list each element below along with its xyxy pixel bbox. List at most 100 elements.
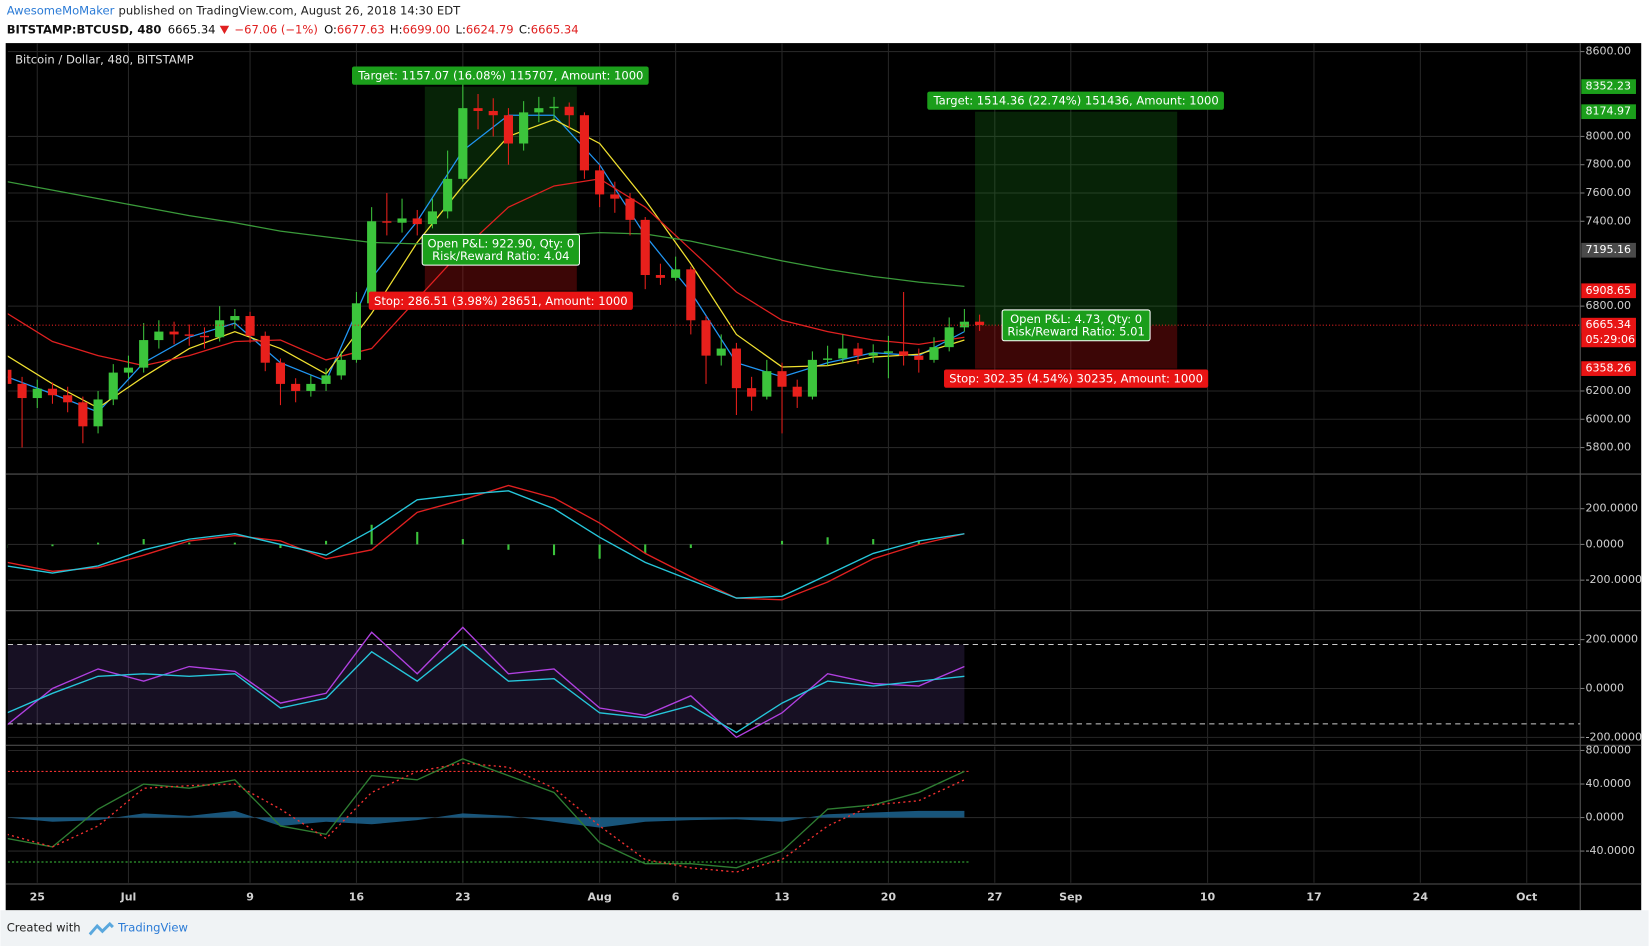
- candle-body: [807, 359, 817, 397]
- histogram-bar: [142, 539, 145, 545]
- histogram-bar: [644, 544, 647, 554]
- candle-body: [868, 352, 878, 356]
- ohlc-label: L:: [456, 22, 466, 36]
- histogram-bar: [507, 544, 510, 550]
- pnl-box: [1001, 309, 1151, 342]
- band: [7, 644, 965, 724]
- histogram-bar: [51, 544, 54, 547]
- moving-average: [7, 118, 965, 409]
- candle-body: [336, 359, 346, 376]
- histogram-bar: [461, 539, 464, 545]
- x-tick-label: Jul: [120, 891, 137, 904]
- position-label: Stop: 302.35 (4.54%) 30235, Amount: 1000: [949, 372, 1203, 386]
- candle-body: [640, 219, 650, 276]
- indicator-line: [7, 490, 965, 599]
- candle-body: [63, 395, 73, 403]
- x-tick-label: Oct: [1516, 891, 1538, 904]
- x-tick-label: Aug: [587, 891, 611, 904]
- indicator-line: [7, 762, 965, 873]
- price-tag-label: 8352.23: [1586, 80, 1632, 93]
- symbol: BITSTAMP:BTCUSD, 480: [7, 22, 162, 36]
- x-tick-label: 27: [987, 891, 1002, 904]
- pane: [7, 475, 1581, 610]
- ratio-label: Risk/Reward Ratio: 4.04: [432, 249, 569, 263]
- ohlc-value: 6677.63: [337, 22, 385, 36]
- candle-body: [7, 369, 12, 384]
- ohlc-label: H:: [390, 22, 403, 36]
- change: −67.06 (−1%): [234, 22, 317, 36]
- candle-body: [382, 221, 392, 223]
- x-tick-label: 13: [774, 891, 789, 904]
- candle-body: [47, 388, 58, 396]
- indicator-line: [7, 643, 965, 734]
- histogram-bar: [188, 542, 191, 545]
- candle-body: [975, 321, 985, 326]
- candle-body: [108, 372, 118, 400]
- candle-body: [883, 351, 893, 353]
- position-label: Target: 1514.36 (22.74%) 151436, Amount:…: [933, 94, 1219, 108]
- y-tick-label: 6800.00: [1586, 299, 1632, 312]
- position-label-box: [944, 369, 1209, 388]
- histogram-bar: [233, 542, 236, 545]
- candle-body: [777, 371, 787, 387]
- position-label: Stop: 286.51 (3.98%) 28651, Amount: 1000: [374, 294, 628, 308]
- histogram-bar: [7, 544, 8, 549]
- y-tick-label: -40.0000: [1586, 844, 1636, 857]
- y-tick-label: 6000.00: [1586, 412, 1632, 425]
- candle-body: [823, 358, 833, 360]
- y-tick-label: 7800.00: [1586, 158, 1632, 171]
- histogram-bar: [370, 524, 373, 545]
- x-tick-label: 20: [881, 891, 897, 904]
- moving-average: [7, 114, 965, 413]
- candle-body: [671, 269, 681, 278]
- candle-body: [245, 316, 255, 336]
- x-tick-label: 9: [246, 891, 254, 904]
- target-zone: [424, 86, 577, 251]
- candle-body: [458, 108, 468, 179]
- histogram-bar: [872, 539, 875, 545]
- candle-body: [427, 211, 437, 225]
- footer-brand[interactable]: TradingView: [117, 921, 188, 935]
- ohlc-label: O:: [324, 22, 337, 36]
- candle-body: [762, 371, 772, 397]
- y-tick-label: 7400.00: [1586, 214, 1632, 227]
- y-tick-label: -200.0000: [1586, 730, 1643, 743]
- candle-body: [169, 331, 179, 335]
- countdown: 05:29:06: [1586, 333, 1635, 346]
- published: published on TradingView.com, August 26,…: [119, 3, 462, 17]
- symbol-line: BITSTAMP:BTCUSD, 480 6665.34 −67.06 (−1%) O…: [7, 22, 579, 36]
- footer: [0, 910, 1649, 946]
- x-tick-label: 10: [1200, 891, 1216, 904]
- histogram-bar: [689, 544, 692, 549]
- candle-body: [519, 112, 529, 144]
- candle-body: [93, 399, 103, 427]
- x-tick-label: Sep: [1059, 891, 1082, 904]
- position-label: Target: 1157.07 (16.08%) 115707, Amount:…: [357, 69, 643, 83]
- x-tick-label: 25: [30, 891, 45, 904]
- pnl-label: Open P&L: 922.90, Qty: 0: [427, 236, 574, 250]
- candle-body: [595, 170, 605, 195]
- candle-body: [199, 335, 210, 338]
- pnl-box: [421, 233, 580, 266]
- x-tick-label: 17: [1306, 891, 1321, 904]
- candle-body: [488, 110, 498, 116]
- candle-body: [747, 388, 757, 397]
- author[interactable]: AwesomeMoMaker: [7, 3, 115, 17]
- candle-body: [792, 386, 802, 397]
- y-tick-label: 5800.00: [1586, 441, 1632, 454]
- histogram-bar: [552, 544, 556, 556]
- y-tick-label: 6200.00: [1586, 384, 1632, 397]
- candle-body: [716, 348, 726, 356]
- histogram-bar: [416, 531, 419, 545]
- y-tick-label: 0.0000: [1586, 811, 1625, 824]
- histogram-bar: [279, 544, 282, 549]
- footer-text: Created with: [7, 921, 81, 935]
- price-tag: [1581, 242, 1636, 258]
- candle-body: [473, 108, 483, 111]
- histogram-bar: [780, 540, 784, 545]
- chart-title: Bitcoin / Dollar, 480, BITSTAMP: [15, 52, 193, 66]
- y-tick-label: 200.0000: [1586, 502, 1639, 515]
- candle-body: [549, 106, 559, 109]
